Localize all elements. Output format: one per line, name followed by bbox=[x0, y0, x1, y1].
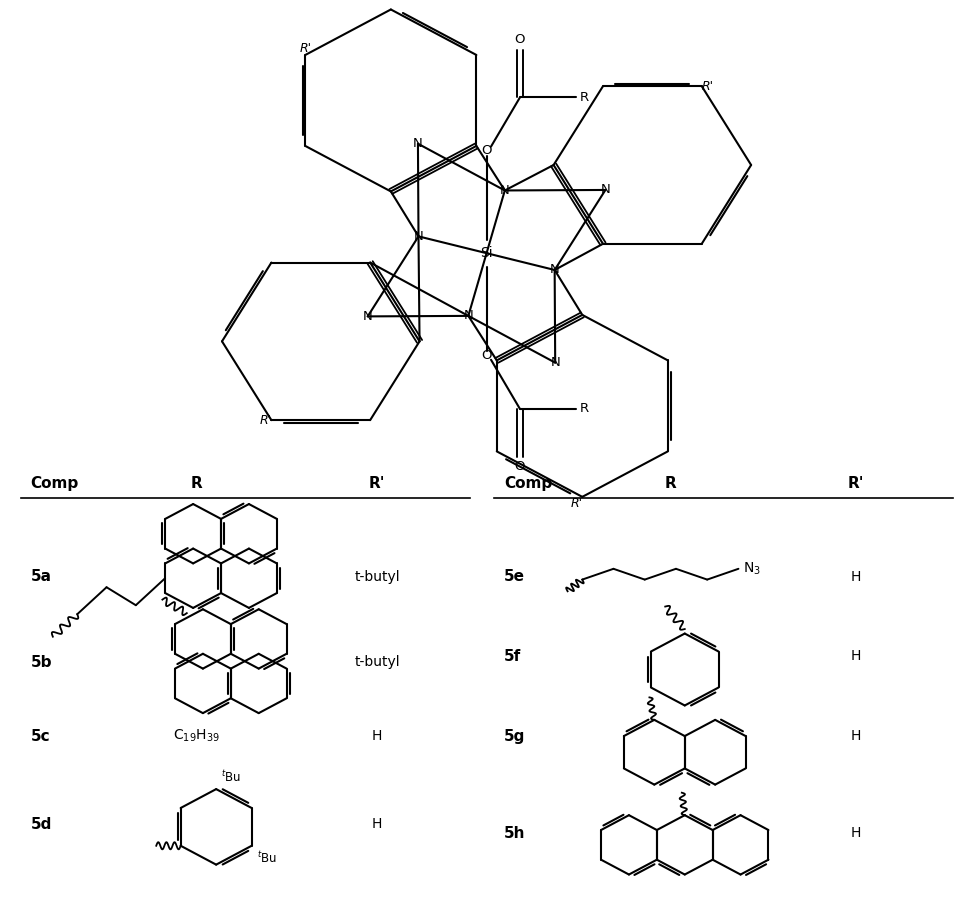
Text: 5a: 5a bbox=[30, 569, 52, 584]
Text: R': R' bbox=[299, 42, 311, 55]
Text: N: N bbox=[550, 263, 559, 277]
Text: 5f: 5f bbox=[504, 649, 521, 664]
Text: N: N bbox=[463, 309, 472, 322]
Text: 5h: 5h bbox=[504, 825, 525, 841]
Text: Si: Si bbox=[480, 246, 492, 260]
Text: N: N bbox=[500, 184, 510, 197]
Text: 5b: 5b bbox=[30, 655, 52, 670]
Text: R': R' bbox=[259, 414, 271, 427]
Text: N$_3$: N$_3$ bbox=[742, 561, 761, 577]
Text: t-butyl: t-butyl bbox=[354, 656, 400, 669]
Text: 5e: 5e bbox=[504, 569, 524, 584]
Text: Comp: Comp bbox=[30, 476, 79, 492]
Text: R: R bbox=[663, 476, 675, 492]
Text: H: H bbox=[850, 729, 860, 743]
Text: R: R bbox=[579, 91, 588, 104]
Text: O: O bbox=[481, 144, 491, 157]
Text: H: H bbox=[850, 649, 860, 663]
Text: N: N bbox=[600, 183, 609, 197]
Text: $^t$Bu: $^t$Bu bbox=[221, 769, 241, 785]
Text: $\mathregular{C_{19}H_{39}}$: $\mathregular{C_{19}H_{39}}$ bbox=[173, 728, 220, 744]
Text: 5d: 5d bbox=[30, 816, 52, 832]
Text: R': R' bbox=[847, 476, 863, 492]
Text: H: H bbox=[850, 826, 860, 840]
Text: R': R' bbox=[369, 476, 385, 492]
Text: t-butyl: t-butyl bbox=[354, 570, 400, 584]
Text: O: O bbox=[514, 33, 524, 46]
Text: 5c: 5c bbox=[30, 729, 50, 743]
Text: N: N bbox=[413, 137, 422, 150]
Text: N: N bbox=[550, 356, 559, 369]
Text: R': R' bbox=[701, 79, 713, 93]
Text: O: O bbox=[514, 460, 524, 474]
Text: R': R' bbox=[570, 497, 582, 510]
Text: N: N bbox=[413, 230, 422, 243]
Text: R: R bbox=[191, 476, 202, 492]
Text: R: R bbox=[579, 402, 588, 416]
Text: N: N bbox=[363, 310, 373, 323]
Text: 5g: 5g bbox=[504, 729, 525, 743]
Text: H: H bbox=[372, 729, 382, 743]
Text: H: H bbox=[372, 817, 382, 831]
Text: O: O bbox=[481, 349, 491, 363]
Text: $^t$Bu: $^t$Bu bbox=[256, 851, 277, 866]
Text: H: H bbox=[850, 570, 860, 584]
Text: Comp: Comp bbox=[504, 476, 552, 492]
